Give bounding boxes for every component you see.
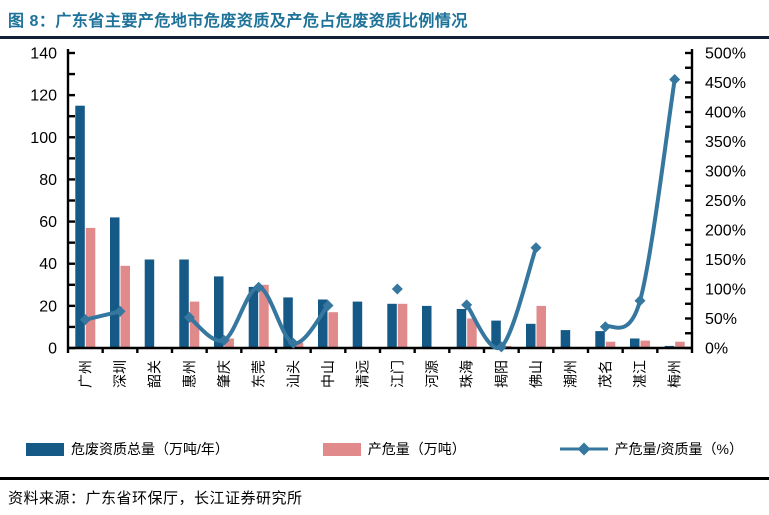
figure-title: 图 8：广东省主要产危地市危废资质及产危占危废资质比例情况	[8, 13, 468, 30]
svg-text:350%: 350%	[705, 134, 746, 151]
legend-item-qualification: 危废资质总量（万吨/年）	[26, 439, 229, 459]
legend-swatch-line-diamond	[559, 442, 608, 456]
svg-text:60: 60	[39, 214, 57, 231]
svg-text:江门: 江门	[389, 360, 405, 388]
svg-text:140: 140	[30, 46, 57, 63]
svg-text:湛江: 湛江	[632, 360, 648, 388]
line-marker-diamond	[530, 242, 542, 254]
svg-text:200%: 200%	[705, 223, 746, 240]
axes-group	[66, 49, 694, 353]
legend-label-production: 产危量（万吨）	[367, 441, 466, 457]
svg-text:中山: 中山	[320, 360, 336, 388]
svg-text:茂名: 茂名	[597, 360, 613, 388]
line-marker-diamond	[599, 321, 611, 333]
category-labels: 广州 深圳 韶关 惠州 肇庆 东莞 汕头 中山 清远 江门 河源 珠海 揭阳 佛山 潮州 茂名 湛江 梅州	[77, 360, 682, 388]
svg-text:100%: 100%	[705, 282, 746, 299]
line-marker-diamond	[634, 295, 646, 307]
line-marker-diamond	[287, 337, 299, 349]
svg-text:450%: 450%	[705, 75, 746, 92]
source-note: 资料来源：广东省环保厅，长江证券研究所	[8, 490, 303, 507]
line-marker-diamond	[461, 299, 473, 311]
svg-text:150%: 150%	[705, 252, 746, 269]
svg-text:韶关: 韶关	[147, 360, 163, 388]
line-marker-diamond	[669, 74, 681, 86]
svg-text:珠海: 珠海	[459, 360, 475, 388]
legend: 危废资质总量（万吨/年） 产危量（万吨） 产危量/资质量（%）	[0, 431, 769, 465]
svg-text:深圳: 深圳	[112, 360, 128, 388]
svg-text:梅州: 梅州	[667, 360, 683, 388]
legend-item-production: 产危量（万吨）	[322, 439, 466, 459]
line-marker-diamond	[322, 300, 334, 312]
svg-text:40: 40	[39, 256, 57, 273]
bar-series-0	[75, 105, 675, 349]
svg-text:惠州: 惠州	[181, 360, 197, 388]
figure-header: 图 8：广东省主要产危地市危废资质及产危占危废资质比例情况	[0, 0, 769, 36]
svg-text:潮州: 潮州	[563, 360, 579, 388]
line-marker-diamond	[183, 311, 195, 323]
line-marker-diamond	[391, 283, 403, 295]
svg-text:50%: 50%	[705, 311, 737, 328]
bars-group	[75, 105, 685, 349]
svg-text:广州: 广州	[77, 360, 93, 388]
bar-series-1	[85, 227, 685, 349]
chart-area: 0 20 40 60 80 100 120 140 0% 50% 100% 150% 200% 250% 3…	[0, 39, 769, 431]
svg-text:500%: 500%	[705, 46, 746, 63]
legend-label-ratio: 产危量/资质量（%）	[614, 441, 743, 457]
title-rule	[0, 36, 769, 39]
line-marker-diamond	[495, 341, 507, 353]
svg-text:肇庆: 肇庆	[216, 360, 232, 388]
axis-labels: 0 20 40 60 80 100 120 140 0% 50% 100% 150% 200% 250% 3…	[30, 46, 746, 358]
svg-text:揭阳: 揭阳	[493, 360, 509, 388]
chart: 0 20 40 60 80 100 120 140 0% 50% 100% 150% 200% 250% 3…	[30, 46, 746, 389]
legend-item-ratio: 产危量/资质量（%）	[559, 439, 743, 459]
svg-text:400%: 400%	[705, 105, 746, 122]
svg-text:0%: 0%	[705, 341, 728, 358]
legend-swatch-blue-bar	[26, 442, 64, 456]
footer-rule	[0, 477, 769, 480]
svg-text:河源: 河源	[424, 360, 440, 388]
svg-text:佛山: 佛山	[528, 360, 544, 388]
svg-text:0: 0	[48, 341, 57, 358]
svg-text:300%: 300%	[705, 164, 746, 181]
svg-text:东莞: 东莞	[251, 360, 267, 388]
line-marker-diamond	[253, 281, 265, 293]
svg-text:100: 100	[30, 130, 57, 147]
legend-swatch-pink-bar	[322, 442, 361, 456]
svg-text:20: 20	[39, 298, 57, 315]
svg-text:120: 120	[30, 88, 57, 105]
legend-label-qualification: 危废资质总量（万吨/年）	[71, 441, 229, 457]
line-marker-diamond	[218, 334, 230, 346]
svg-text:80: 80	[39, 172, 57, 189]
svg-text:清远: 清远	[355, 360, 371, 388]
line-marker-diamond	[114, 305, 126, 317]
svg-text:250%: 250%	[705, 193, 746, 210]
svg-text:汕头: 汕头	[285, 360, 301, 388]
line-series	[79, 74, 681, 353]
line-marker-diamond	[79, 314, 91, 326]
